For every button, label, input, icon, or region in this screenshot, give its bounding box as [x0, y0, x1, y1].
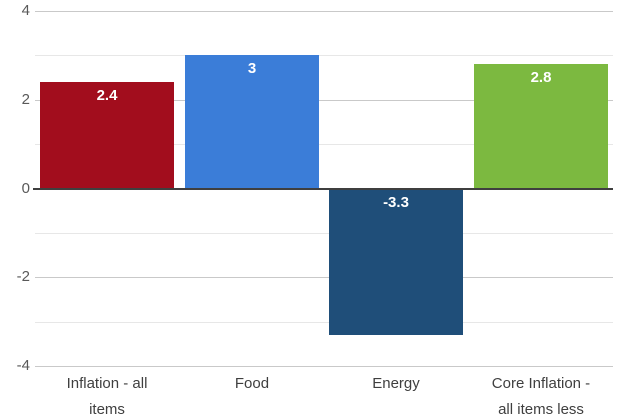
gridline	[35, 144, 613, 145]
gridline	[35, 233, 613, 234]
y-axis-tick-label: 4	[21, 2, 30, 19]
bar-value-label: 2.8	[530, 69, 552, 86]
x-axis-category-label: Food	[234, 375, 270, 392]
bar-value-label: 3	[247, 60, 257, 77]
gridline	[35, 100, 613, 101]
gridline	[35, 277, 613, 278]
gridline	[35, 366, 613, 367]
bar-value-label: 2.4	[96, 87, 118, 104]
gridline	[35, 11, 613, 12]
y-axis-tick-label: -4	[16, 357, 30, 374]
bar[interactable]	[185, 55, 319, 188]
x-axis-category-label: Core Inflation - all items less	[491, 375, 591, 418]
y-axis-tick-label: 2	[21, 91, 30, 108]
x-axis-line	[33, 188, 613, 190]
bar[interactable]	[40, 82, 174, 189]
bar[interactable]	[329, 189, 463, 335]
gridline	[35, 55, 613, 56]
y-axis-tick-label: -2	[16, 268, 30, 285]
x-axis-category-label: Energy	[372, 375, 420, 392]
bar[interactable]	[474, 64, 608, 188]
gridline	[35, 322, 613, 323]
y-axis-tick-label: 0	[21, 180, 30, 197]
bar-value-label: -3.3	[383, 194, 409, 211]
x-axis-category-label: Inflation - all items	[66, 375, 148, 418]
